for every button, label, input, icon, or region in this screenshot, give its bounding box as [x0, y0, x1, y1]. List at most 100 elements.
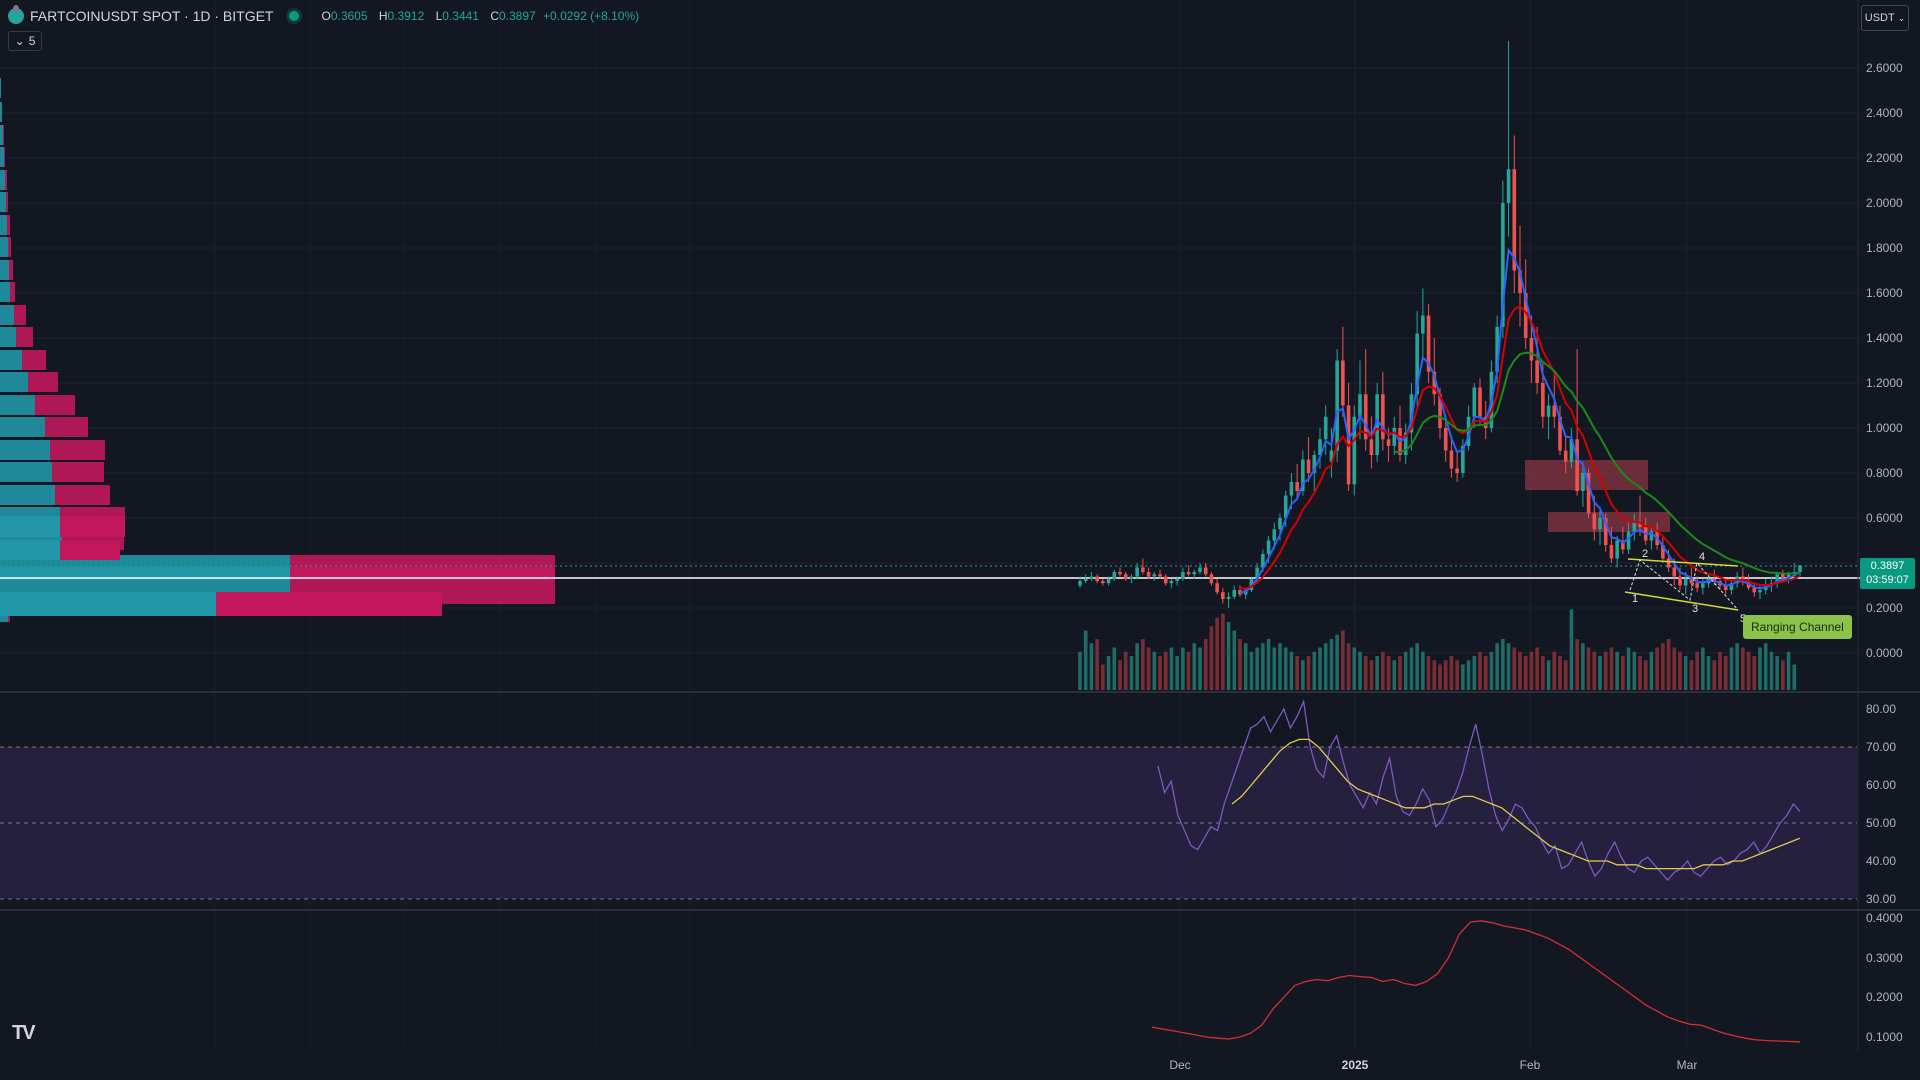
candle-body: [1352, 416, 1357, 485]
candle-body: [1786, 574, 1791, 579]
candle-body: [1649, 531, 1654, 541]
profile-row-up: [0, 78, 1, 98]
candle-body: [1175, 578, 1179, 581]
rsi-pane: [0, 699, 1857, 900]
candle-body: [1558, 416, 1562, 451]
candle-body: [1609, 545, 1614, 559]
volume-bar: [1386, 656, 1391, 690]
candle-body: [1158, 574, 1162, 577]
ranging-channel-label[interactable]: Ranging Channel: [1743, 615, 1852, 639]
volume-bar: [1289, 651, 1294, 690]
pane-separators[interactable]: [0, 0, 1920, 1050]
candle-body: [1135, 567, 1139, 577]
candle-body: [1318, 439, 1322, 455]
ema-slow-line: [1394, 351, 1801, 575]
candle-body: [1106, 578, 1111, 584]
candle-body: [1341, 360, 1345, 406]
volume-bar: [1558, 656, 1562, 690]
volume-bar: [1278, 643, 1282, 690]
volume-bar: [1712, 660, 1717, 690]
candle-body: [1529, 338, 1534, 361]
candle-body: [1083, 578, 1088, 581]
profile-row-down: [6, 192, 8, 212]
candle-body: [1358, 394, 1362, 417]
candle-body: [1518, 270, 1522, 293]
symbol-title[interactable]: FARTCOINUSDT SPOT · 1D · BITGET: [30, 8, 274, 24]
price-tick-label: 0.0000: [1866, 646, 1903, 660]
profile-row-up: [0, 192, 6, 212]
candle-body: [1512, 169, 1517, 271]
volume-bar: [1243, 643, 1248, 690]
currency-selector[interactable]: USDT ⌄: [1861, 5, 1909, 31]
volume-bar: [1369, 660, 1374, 690]
candle-body: [1095, 576, 1099, 581]
volume-bar: [1175, 656, 1179, 690]
close-label: C: [490, 9, 499, 23]
volume-bar: [1701, 647, 1705, 690]
price-tick-label: 1.6000: [1866, 286, 1903, 300]
profile-row-up: [0, 516, 60, 537]
lower-tick-label: 0.2000: [1866, 990, 1903, 1005]
candle-body: [1432, 371, 1437, 395]
market-status-icon[interactable]: [289, 11, 300, 21]
wave-path: [1629, 559, 1739, 611]
chevron-down-icon: ⌄: [14, 34, 25, 48]
volume-bar: [1718, 651, 1722, 690]
profile-row-down: [216, 592, 442, 616]
candle-body: [1563, 450, 1568, 462]
volume-bar: [1466, 660, 1471, 690]
low-value: 0.3441: [442, 9, 479, 23]
volume-bar: [1329, 639, 1334, 690]
chevron-down-icon: ⌄: [1897, 12, 1906, 23]
volume-bar: [1775, 656, 1779, 690]
indicators-collapse-button[interactable]: ⌄ 5: [8, 31, 42, 51]
low-label: L: [435, 9, 443, 23]
candle-body: [1695, 583, 1699, 588]
volume-bar: [1621, 656, 1625, 690]
profile-row-up: [0, 440, 50, 460]
symbol-logo-icon: [8, 5, 24, 24]
volume-bar: [1123, 651, 1128, 690]
candle-body: [1249, 578, 1254, 590]
volume-bar: [1255, 647, 1259, 690]
candle-body: [1781, 574, 1785, 579]
volume-bar: [1392, 660, 1397, 690]
profile-row-up: [0, 305, 14, 325]
volume-bar: [1569, 609, 1574, 690]
candle-body: [1295, 482, 1299, 491]
rsi-tick-label: 60.00: [1866, 778, 1897, 792]
candle-body: [1141, 567, 1145, 572]
candle-body: [1678, 576, 1682, 586]
candle-body: [1152, 574, 1157, 577]
volume-bar: [1341, 630, 1345, 690]
volume-bar: [1706, 656, 1711, 690]
candle-body: [1363, 394, 1368, 440]
volume-bar: [1186, 651, 1191, 690]
volume-bar: [1632, 651, 1637, 690]
volume-bar: [1609, 647, 1614, 690]
volume-bar: [1106, 656, 1111, 690]
symbol-header[interactable]: FARTCOINUSDT SPOT · 1D · BITGET O0.3605 …: [8, 5, 639, 26]
candle-body: [1266, 540, 1271, 554]
volume-bar: [1672, 647, 1677, 690]
volume-bar: [1455, 660, 1459, 690]
candle-body: [1312, 455, 1317, 473]
profile-row-down: [7, 215, 10, 235]
profile-row-down: [10, 282, 15, 302]
volume-bar: [1512, 647, 1517, 690]
profile-row-up: [0, 170, 5, 190]
volume-bar: [1763, 643, 1768, 690]
profile-row-up: [0, 395, 35, 415]
time-tick-label: Dec: [1169, 1058, 1191, 1072]
candle-body: [1472, 387, 1477, 417]
price-tick-label: 2.6000: [1866, 61, 1903, 75]
volume-bar: [1626, 647, 1631, 690]
candlesticks[interactable]: [1078, 41, 1802, 608]
candle-body: [1603, 518, 1608, 545]
volume-bar: [1323, 643, 1328, 690]
indicators-count: 5: [28, 34, 36, 48]
wave-label: 1: [1632, 593, 1638, 605]
volume-bar: [1501, 639, 1505, 690]
tradingview-logo-icon[interactable]: TV: [12, 1022, 36, 1044]
